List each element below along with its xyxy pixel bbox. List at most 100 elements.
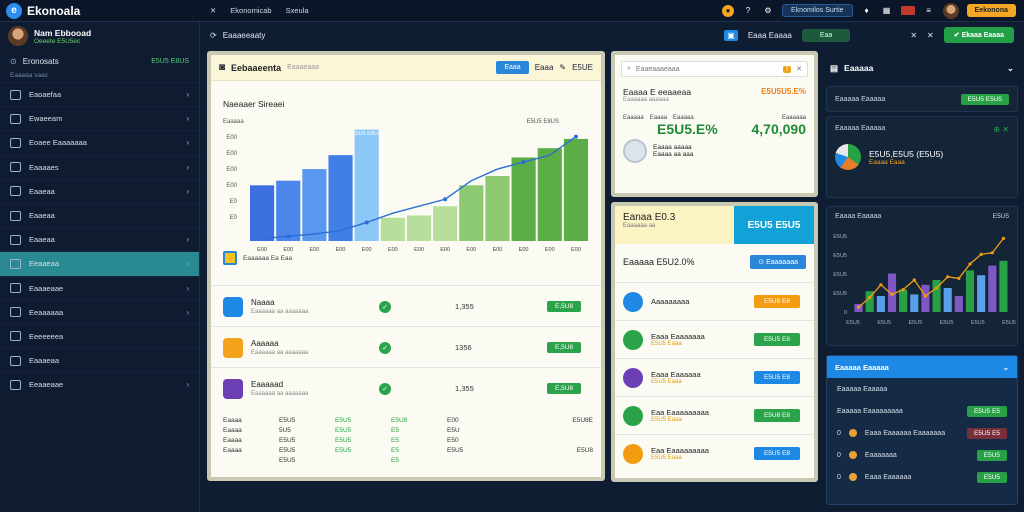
user-avatar-top[interactable]: [942, 2, 959, 19]
collapse-icon[interactable]: ✕: [910, 30, 918, 40]
chart-ytick: E0: [230, 215, 238, 221]
blue-card-chevron-icon[interactable]: ⌄: [1002, 362, 1009, 372]
close-icon[interactable]: ✕: [210, 6, 217, 15]
row-pill-button[interactable]: E5U5 E8: [753, 371, 800, 384]
expand-icon[interactable]: ✕: [927, 30, 934, 40]
right-card-2-title: Eaaaaa Eaaaaa: [835, 125, 886, 132]
list-item[interactable]: 0 Eaaaaaaa E5U5: [827, 444, 1017, 466]
main-btn-2[interactable]: E5UE: [572, 63, 593, 72]
app-logo[interactable]: e Ekonoala: [0, 2, 200, 19]
summary-label-3: Eaaaaaa: [781, 115, 806, 121]
summary-top-value: E5U5U5.E%: [761, 87, 806, 96]
topnav-item-0[interactable]: Ekonomicab: [230, 6, 272, 15]
coin-icon[interactable]: ●: [722, 4, 735, 17]
chart-xtick: E00: [388, 247, 398, 253]
grid-icon[interactable]: ▦: [882, 6, 891, 15]
row-badge[interactable]: E,5U8: [547, 301, 582, 312]
top-search-pill[interactable]: Eknomilos Surtie: [782, 4, 853, 17]
right-card-1[interactable]: Eaaaaa Eaaaaa E5U5 E5U5: [826, 86, 1018, 112]
blue-card-row-1[interactable]: Eaaaaa Eaaaaaaaaa E5U5 E5: [827, 400, 1017, 422]
refresh-icon[interactable]: ⟳: [210, 30, 217, 40]
row-pill-button[interactable]: E5U8 E8: [753, 409, 800, 422]
row-badge[interactable]: E,5U8: [547, 342, 582, 353]
chart-legend-label: Eaaaaaa Ea Eaa: [243, 254, 293, 262]
footer-table-row: Eaaaa E5U5 E5U5 E5 E50: [223, 435, 593, 445]
list-item[interactable]: Aaaaaa Eaaaaaa aa aaaaaaa ✓ 1356 E,5U8: [211, 326, 601, 368]
chevron-down-icon[interactable]: ⌄: [1006, 62, 1014, 73]
chart-xtick: E00: [571, 247, 581, 253]
chart-point: [364, 220, 369, 225]
chart-bar: [250, 185, 275, 241]
sidebar-item[interactable]: Eaaaaes ›: [0, 154, 199, 179]
edit-icon[interactable]: ✎: [559, 63, 567, 72]
main-btn-1[interactable]: Eaaa: [534, 63, 554, 72]
clear-icon[interactable]: ✕: [796, 66, 802, 73]
row-badge: E5U5: [976, 471, 1007, 483]
sidebar-item[interactable]: Eeaaaaaa ›: [0, 299, 199, 324]
row-pill-button[interactable]: E5U5 E8: [753, 447, 800, 460]
row-index: 0: [837, 429, 841, 437]
list-item[interactable]: Eaaa Eaaaaaa E5U5 Eaaa E5U5 E8: [615, 358, 814, 396]
list-item[interactable]: Eaaa Eaaaaaaa E5U5 Eaaa E5U5 E8: [615, 320, 814, 358]
right-chart-ytick: E5U5: [833, 291, 847, 297]
sidebar-item[interactable]: Eeaaeaa ›: [0, 251, 199, 276]
summary-sub: Eaaaaaa aaaaaa: [623, 97, 669, 103]
settings-icon[interactable]: ⚙: [764, 6, 772, 15]
sidebar-item-label: Eeaaaaaa: [29, 307, 64, 317]
sidebar-item[interactable]: Eeaaeaae ›: [0, 372, 199, 396]
row-badge: E5U5: [976, 449, 1007, 461]
list-item[interactable]: Aaaaaaaaa E5U8 E8: [615, 282, 814, 320]
calendar-icon[interactable]: ▣: [724, 29, 738, 41]
help-icon[interactable]: ?: [745, 6, 751, 15]
list-item[interactable]: 0 Eaaa Eaaaaaa E5U5: [827, 466, 1017, 488]
activity-button[interactable]: ⊙ Eaaaaaaa: [750, 255, 806, 269]
subbar-btn1[interactable]: Eaaa Eaaaa: [747, 30, 792, 40]
subbar-btn2[interactable]: Eaa: [801, 28, 851, 42]
list-item[interactable]: Eaaaaad Eaaaaaa aa aaaaaaa ✓ 1,355 E,5U8: [211, 367, 601, 409]
sidebar-item[interactable]: Eaaeaa ›: [0, 227, 199, 251]
row-sub: Eaaaaaa aa aaaaaaa: [251, 391, 309, 397]
row-pill-button[interactable]: E5U5 E8: [753, 333, 800, 346]
summary-label-1: Eaaaa: [649, 115, 668, 121]
row-title: Eaaa Eaaaaaaa: [651, 332, 705, 341]
coin-icon: [848, 429, 857, 437]
check-icon: ✓: [379, 300, 391, 313]
user-sub: Oeeete E5U5ec: [34, 37, 81, 45]
main-btn-0[interactable]: Eaaa: [496, 61, 529, 74]
notification-icon[interactable]: ♦: [864, 6, 869, 15]
account-row[interactable]: ⊙ Eronosats E5U5 E8US: [0, 50, 199, 72]
sidebar-item[interactable]: Eaaaeaa: [0, 348, 199, 372]
filter-icon[interactable]: !: [783, 65, 792, 73]
subbar-primary-button[interactable]: ✔ Ekaaa Eaaaa: [943, 27, 1014, 43]
list-item[interactable]: Naaaa Eaaaaaa aa aaaaaaa ✓ 1,355 E,5U8: [211, 285, 601, 327]
sidebar-item[interactable]: Eaaeaa ›: [0, 178, 199, 203]
top-action-button[interactable]: Eekonona: [966, 4, 1016, 17]
list-item[interactable]: 0 Eaaa Eaaaaaa Eaaaaaaa E5U5 E5: [827, 422, 1017, 444]
right-chart-bar: [932, 280, 941, 312]
sidebar-item-label: Ewaeeam: [29, 114, 63, 124]
row-index: 0: [837, 473, 841, 481]
coin-icon: [848, 451, 857, 459]
row-pill-button[interactable]: E5U8 E8: [753, 295, 800, 308]
sidebar-item[interactable]: Eeeeeeea: [0, 323, 199, 348]
chart-legend: Eaaaaaa Ea Eaa: [223, 251, 292, 265]
user-profile[interactable]: Nam Ebbooad Oeeete E5U5ec: [0, 22, 199, 50]
sidebar-item[interactable]: Ewaeeam ›: [0, 106, 199, 130]
summary-search[interactable]: ⌕ Eaaeaaaeaaa ! ✕: [621, 61, 808, 77]
flag-icon[interactable]: [900, 6, 915, 15]
chart-bar: [537, 148, 562, 241]
footer-table-cell: E5: [391, 436, 399, 444]
sidebar-item-label: Eaaeaa: [29, 211, 55, 221]
sidebar-item[interactable]: Eoaee Eaaaaaaa ›: [0, 130, 199, 154]
topnav-item-1[interactable]: Sxeula: [285, 6, 309, 15]
row-sub: Eaaaaaa aa aaaaaaa: [251, 350, 309, 356]
menu-icon[interactable]: ≡: [926, 6, 931, 15]
list-item[interactable]: Eaa Eaaaaaaaaa E5U5 Eaaa E5U8 E8: [615, 396, 814, 434]
list-item[interactable]: Eaa Eaaaaaaaaa E5U5 Eaaa E5U5 E8: [615, 434, 814, 472]
right-chart-point: [856, 305, 861, 309]
sidebar-item-icon: [10, 307, 21, 318]
sidebar-item[interactable]: Eaaeaa: [0, 202, 199, 227]
sidebar-item[interactable]: Eaoaefaa ›: [0, 82, 199, 106]
row-badge[interactable]: E,5U8: [547, 383, 582, 394]
sidebar-item[interactable]: Eaaaeaae ›: [0, 275, 199, 300]
